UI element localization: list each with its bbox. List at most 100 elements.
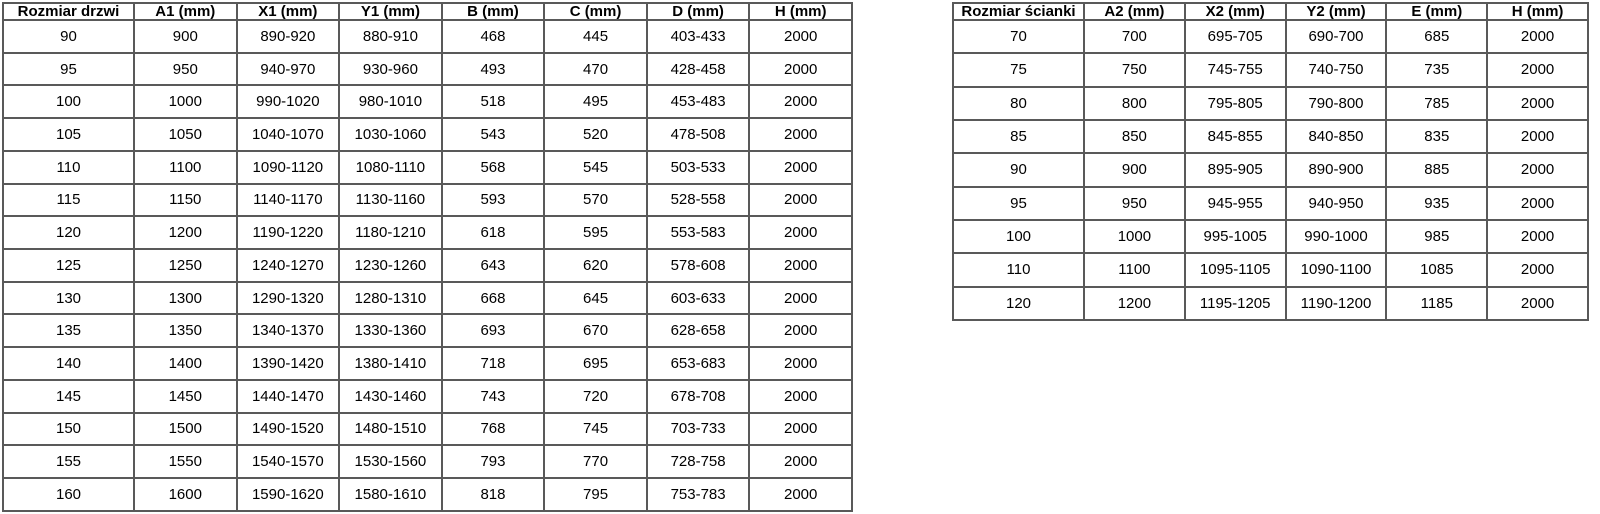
table-row: 115 1150 1140-1170 1130-1160 593 570 528-558 20… bbox=[2, 182, 853, 218]
table-cell: 2000 bbox=[1486, 185, 1589, 221]
column-header: A1 (mm) bbox=[133, 2, 238, 21]
column-header: Rozmiar drzwi bbox=[2, 2, 135, 21]
table-cell: 520 bbox=[543, 117, 648, 152]
table-cell: 1085 bbox=[1385, 252, 1489, 288]
table-cell: 543 bbox=[440, 117, 546, 152]
table-row: 110 1100 1090-1120 1080-1110 568 545 503-533 20… bbox=[2, 149, 853, 185]
table-cell: 135 bbox=[2, 313, 135, 349]
table-cell: 945-955 bbox=[1183, 185, 1287, 221]
table-cell: 1590-1620 bbox=[235, 477, 341, 512]
table-cell: 795 bbox=[543, 477, 648, 512]
table-cell: 75 bbox=[952, 52, 1085, 88]
table-cell: 90 bbox=[2, 19, 135, 54]
table-cell: 628-658 bbox=[645, 313, 751, 349]
table-cell: 745-755 bbox=[1183, 52, 1287, 88]
table-cell: 130 bbox=[2, 280, 135, 316]
table-cell: 770 bbox=[543, 444, 648, 480]
table-cell: 753-783 bbox=[645, 477, 751, 512]
table-cell: 2000 bbox=[1486, 18, 1589, 55]
table-cell: 1100 bbox=[1083, 252, 1186, 288]
table-row: 140 1400 1390-1420 1380-1410 718 695 653-683 20… bbox=[2, 346, 853, 381]
table-cell: 2000 bbox=[748, 84, 853, 120]
table-cell: 678-708 bbox=[645, 378, 751, 414]
table-cell: 85 bbox=[952, 118, 1085, 155]
table-cell: 2000 bbox=[748, 248, 853, 283]
table-cell: 595 bbox=[543, 215, 648, 251]
table-cell: 890-920 bbox=[235, 19, 341, 54]
table-cell: 720 bbox=[543, 378, 648, 414]
table-row: 120 1200 1195-1205 1190-1200 1185 2000 bbox=[952, 285, 1589, 322]
table-cell: 140 bbox=[2, 346, 135, 381]
table-cell: 620 bbox=[543, 248, 648, 283]
table-cell: 1095-1105 bbox=[1183, 252, 1287, 288]
table-cell: 125 bbox=[2, 248, 135, 283]
table-row: 95 950 945-955 940-950 935 2000 bbox=[952, 185, 1589, 221]
table-cell: 940-970 bbox=[235, 51, 341, 87]
table-cell: 1190-1220 bbox=[235, 215, 341, 251]
table-cell: 790-800 bbox=[1284, 85, 1388, 121]
table-cell: 470 bbox=[543, 51, 648, 87]
column-header: D (mm) bbox=[645, 2, 751, 21]
table-row: 160 1600 1590-1620 1580-1610 818 795 753-783 20… bbox=[2, 477, 853, 512]
table-cell: 1080-1110 bbox=[338, 149, 443, 185]
table-cell: 835 bbox=[1385, 118, 1489, 155]
table-cell: 1340-1370 bbox=[235, 313, 341, 349]
table-cell: 1200 bbox=[1083, 285, 1186, 322]
table-cell: 493 bbox=[440, 51, 546, 87]
table-cell: 570 bbox=[543, 182, 648, 218]
table-row: 85 850 845-855 840-850 835 2000 bbox=[952, 118, 1589, 155]
table-cell: 785 bbox=[1385, 85, 1489, 121]
table-cell: 1230-1260 bbox=[338, 248, 443, 283]
table-cell: 653-683 bbox=[645, 346, 751, 381]
table-cell: 618 bbox=[440, 215, 546, 251]
table-cell: 990-1020 bbox=[235, 84, 341, 120]
column-header: Y2 (mm) bbox=[1284, 2, 1388, 21]
table-cell: 70 bbox=[952, 18, 1085, 55]
table-row: 130 1300 1290-1320 1280-1310 668 645 603-633 20… bbox=[2, 280, 853, 316]
table-cell: 503-533 bbox=[645, 149, 751, 185]
table-cell: 110 bbox=[2, 149, 135, 185]
column-header: H (mm) bbox=[748, 2, 853, 21]
table-row: 135 1350 1340-1370 1330-1360 693 670 628-658 20… bbox=[2, 313, 853, 349]
column-header: X2 (mm) bbox=[1183, 2, 1287, 21]
table-cell: 2000 bbox=[748, 477, 853, 512]
table-cell: 95 bbox=[952, 185, 1085, 221]
table-cell: 95 bbox=[2, 51, 135, 87]
table-cell: 1550 bbox=[133, 444, 238, 480]
table-cell: 120 bbox=[2, 215, 135, 251]
table-cell: 2000 bbox=[1486, 118, 1589, 155]
table-cell: 1390-1420 bbox=[235, 346, 341, 381]
table-cell: 518 bbox=[440, 84, 546, 120]
table-cell: 1200 bbox=[133, 215, 238, 251]
table-cell: 1100 bbox=[133, 149, 238, 185]
table-cell: 1280-1310 bbox=[338, 280, 443, 316]
door-sizes-table: Rozmiar drzwi A1 (mm) X1 (mm) Y1 (mm) B (mm)… bbox=[2, 2, 853, 512]
table-cell: 1400 bbox=[133, 346, 238, 381]
table-cell: 428-458 bbox=[645, 51, 751, 87]
table-cell: 900 bbox=[133, 19, 238, 54]
table-cell: 1290-1320 bbox=[235, 280, 341, 316]
table-cell: 930-960 bbox=[338, 51, 443, 87]
header-row: Rozmiar drzwi A1 (mm) X1 (mm) Y1 (mm) B (mm)… bbox=[2, 2, 853, 21]
table-cell: 880-910 bbox=[338, 19, 443, 54]
table-cell: 2000 bbox=[748, 346, 853, 381]
table-cell: 2000 bbox=[748, 19, 853, 54]
table-cell: 940-950 bbox=[1284, 185, 1388, 221]
table-cell: 528-558 bbox=[645, 182, 751, 218]
table-cell: 700 bbox=[1083, 18, 1186, 55]
table-cell: 1300 bbox=[133, 280, 238, 316]
table-cell: 468 bbox=[440, 19, 546, 54]
table-row: 125 1250 1240-1270 1230-1260 643 620 578-608 20… bbox=[2, 248, 853, 283]
column-header: C (mm) bbox=[543, 2, 648, 21]
table-row: 100 1000 995-1005 990-1000 985 2000 bbox=[952, 218, 1589, 255]
table-cell: 1250 bbox=[133, 248, 238, 283]
table-row: 110 1100 1095-1105 1090-1100 1085 2000 bbox=[952, 252, 1589, 288]
column-header: E (mm) bbox=[1385, 2, 1489, 21]
table-cell: 740-750 bbox=[1284, 52, 1388, 88]
table-cell: 578-608 bbox=[645, 248, 751, 283]
table-cell: 2000 bbox=[748, 378, 853, 414]
table-cell: 1450 bbox=[133, 378, 238, 414]
table-cell: 995-1005 bbox=[1183, 218, 1287, 255]
table-cell: 2000 bbox=[748, 51, 853, 87]
